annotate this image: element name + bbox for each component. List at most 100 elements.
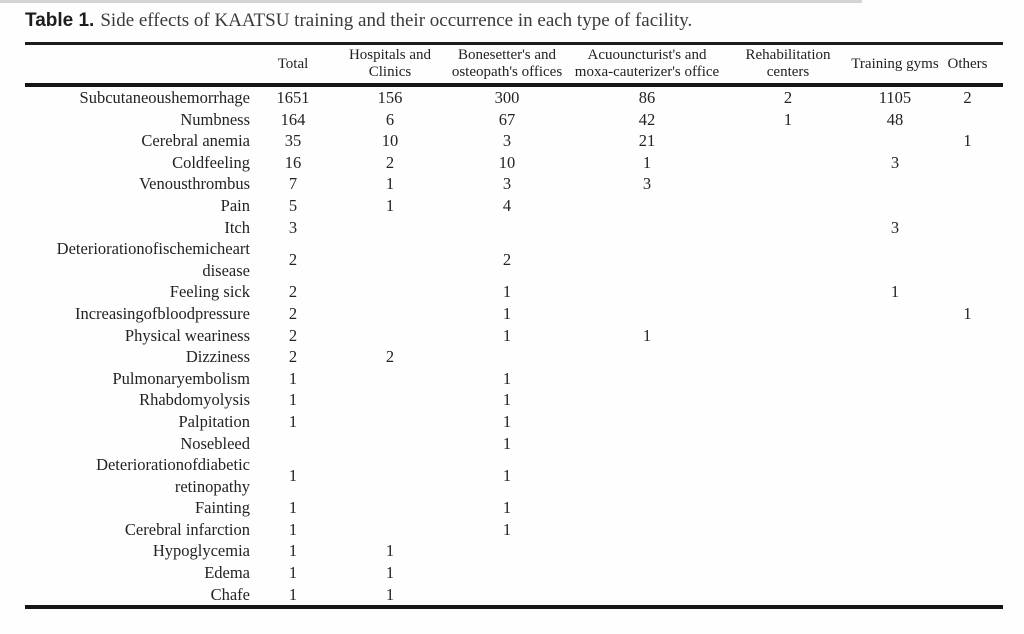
table-body: Subcutaneoushemorrhage 1651 156 300 86 2 1105 2… — [25, 85, 1003, 607]
table-row: Cerebral infarction 1 1 — [25, 519, 1003, 541]
value-cell: 1 — [642, 325, 652, 345]
value-cell: 2 — [288, 249, 298, 269]
value-cell: 86 — [638, 88, 656, 107]
col-header-others: Others — [946, 43, 1003, 87]
value-cell — [844, 540, 946, 562]
value-cell — [328, 433, 452, 455]
value-cell: 35 — [284, 131, 302, 151]
value-cell — [452, 584, 562, 608]
table-row: Deteriorationofdiabetic retinopathy 1 1 — [25, 454, 1003, 497]
value-cell — [844, 238, 946, 281]
side-effect-label: Venousthrombus — [139, 174, 250, 194]
value-cell: 164 — [280, 109, 306, 129]
value-cell: 1 — [288, 411, 298, 431]
table-row: Cerebral anemia 35 10 3 21 1 — [25, 130, 1003, 152]
side-effect-label: Numbness — [180, 109, 250, 129]
value-cell — [844, 519, 946, 541]
value-cell: 2 — [963, 88, 972, 107]
table-row: Coldfeeling 16 2 10 1 3 — [25, 152, 1003, 174]
value-cell — [732, 325, 844, 347]
value-cell: 1 — [502, 498, 512, 518]
side-effect-label: Increasingofbloodpressure — [74, 303, 250, 323]
value-cell — [328, 497, 452, 519]
value-cell — [946, 389, 1003, 411]
value-cell: 1 — [963, 131, 972, 151]
value-cell — [562, 346, 732, 368]
value-cell: 1 — [502, 325, 512, 345]
value-cell: 21 — [638, 131, 656, 151]
table-row: Rhabdomyolysis 1 1 — [25, 389, 1003, 411]
table-caption-text: Side effects of KAATSU training and thei… — [100, 10, 693, 31]
table-row: Edema 1 1 — [25, 562, 1003, 584]
value-cell: 1 — [288, 368, 298, 388]
value-cell: 1 — [288, 563, 298, 583]
value-cell: 1 — [502, 390, 512, 410]
value-cell — [946, 195, 1003, 217]
value-cell — [946, 152, 1003, 174]
value-cell: 10 — [381, 131, 399, 151]
value-cell: 67 — [498, 109, 516, 129]
side-effect-label: Physical weariness — [124, 325, 250, 345]
value-cell — [732, 238, 844, 281]
table-row: Hypoglycemia 1 1 — [25, 540, 1003, 562]
value-cell — [844, 130, 946, 152]
value-cell — [328, 411, 452, 433]
table-caption-label: Table 1. — [25, 10, 95, 31]
value-cell: 1 — [385, 195, 395, 215]
value-cell — [946, 368, 1003, 390]
value-cell — [732, 173, 844, 195]
table-row: Deteriorationofischemicheart disease 2 2 — [25, 238, 1003, 281]
value-cell: 4 — [502, 195, 512, 215]
value-cell: 3 — [502, 131, 512, 151]
value-cell — [562, 433, 732, 455]
value-cell — [328, 325, 452, 347]
table-row: Nosebleed 1 — [25, 433, 1003, 455]
value-cell — [328, 217, 452, 239]
value-cell — [946, 217, 1003, 239]
value-cell — [328, 368, 452, 390]
table-row: Dizziness 2 2 — [25, 346, 1003, 368]
value-cell: 2 — [502, 249, 512, 269]
value-cell: 1 — [288, 541, 298, 561]
table-row: Subcutaneoushemorrhage 1651 156 300 86 2 1105 2 — [25, 85, 1003, 109]
value-cell — [562, 217, 732, 239]
value-cell: 1651 — [276, 88, 310, 107]
value-cell — [946, 109, 1003, 131]
value-cell — [732, 497, 844, 519]
value-cell — [844, 195, 946, 217]
side-effect-label: Palpitation — [178, 411, 251, 431]
value-cell — [452, 540, 562, 562]
side-effect-label: Deteriorationofdiabetic retinopathy — [96, 455, 250, 496]
value-cell: 1 — [783, 109, 793, 129]
value-cell: 3 — [890, 152, 900, 172]
value-cell: 1 — [385, 563, 395, 583]
value-cell — [732, 519, 844, 541]
side-effect-label: Fainting — [194, 498, 250, 518]
value-cell — [946, 454, 1003, 497]
table-row: Feeling sick 2 1 1 — [25, 281, 1003, 303]
side-effects-table: Total Hospitals and Clinics Bonesetter's … — [25, 42, 1003, 610]
value-cell — [732, 433, 844, 455]
value-cell — [946, 497, 1003, 519]
value-cell — [732, 303, 844, 325]
value-cell: 1 — [963, 303, 972, 323]
value-cell — [946, 584, 1003, 608]
value-cell: 3 — [502, 174, 512, 194]
value-cell — [562, 540, 732, 562]
table-row: Itch 3 3 — [25, 217, 1003, 239]
value-cell: 3 — [288, 217, 298, 237]
value-cell — [328, 281, 452, 303]
side-effect-label: Dizziness — [185, 347, 250, 367]
value-cell — [562, 562, 732, 584]
table-row: Physical weariness 2 1 1 — [25, 325, 1003, 347]
value-cell: 156 — [377, 88, 403, 107]
side-effect-label: Cerebral infarction — [124, 519, 250, 539]
value-cell — [946, 281, 1003, 303]
value-cell: 3 — [890, 217, 900, 237]
value-cell: 48 — [886, 109, 904, 129]
value-cell — [732, 217, 844, 239]
value-cell — [562, 584, 732, 608]
value-cell — [844, 325, 946, 347]
value-cell: 1 — [502, 433, 512, 453]
value-cell — [328, 303, 452, 325]
